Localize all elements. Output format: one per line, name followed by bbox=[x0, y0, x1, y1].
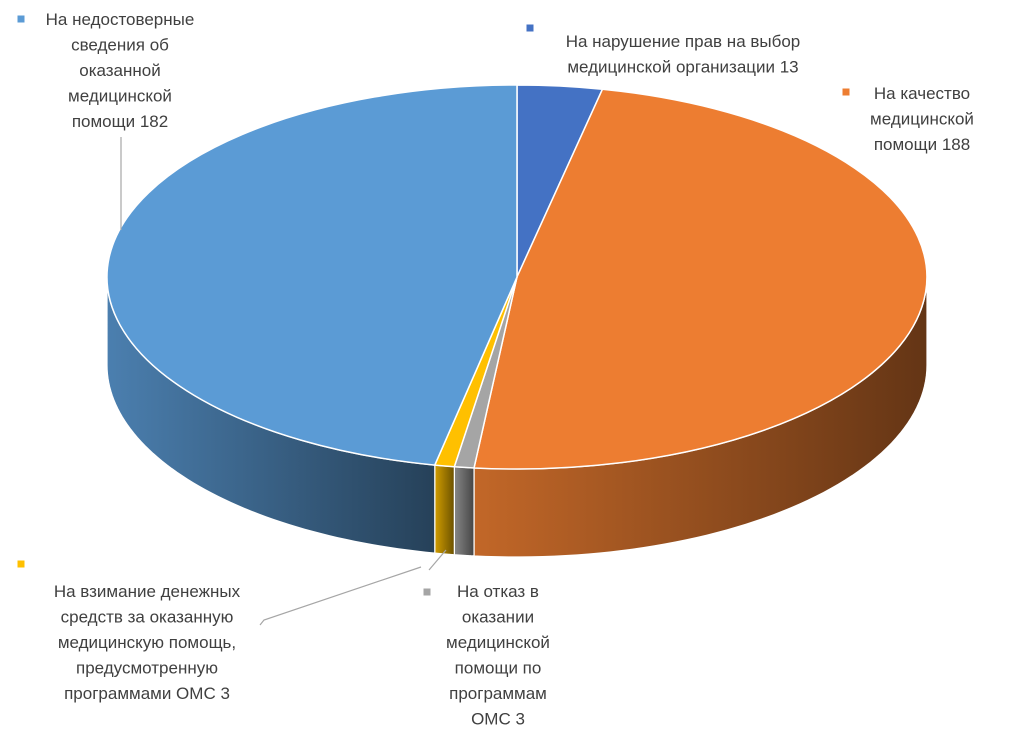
data-label-на-отказ-в-оказании-медицинской-помощи-п: На отказ в оказании медицинской помощи по пр… bbox=[446, 582, 550, 729]
leader-line-на-отказ-в-оказании-медицинской-помощи-п bbox=[428, 549, 447, 571]
pie-side-на-взимание-денежных-средств-за-оказанну bbox=[434, 464, 455, 556]
data-label-на-недостоверные-сведения-об-оказанной-м: На недостоверные сведения об оказанной меди… bbox=[46, 10, 195, 131]
pie-top-faces bbox=[106, 84, 928, 470]
pie-side-walls bbox=[106, 276, 928, 558]
pie-side-на-отказ-в-оказании-медицинской-помощи-п bbox=[453, 466, 475, 557]
label-marker-на-взимание-денежных-средств-за-оказанну bbox=[17, 560, 25, 568]
label-marker-на-нарушение-прав-на-выбор-медицинской-о bbox=[526, 24, 534, 32]
label-marker-на-недостоверные-сведения-об-оказанной-м bbox=[17, 15, 25, 23]
pie-slice-на-недостоверные-сведения-об-оказанной-м bbox=[106, 84, 518, 466]
data-label-на-нарушение-прав-на-выбор-медицинской-о: На нарушение прав на выбор медицинской ор… bbox=[566, 32, 801, 77]
label-marker-на-отказ-в-оказании-медицинской-помощи-п bbox=[423, 588, 431, 596]
pie-slice-на-качество-медицинской-помощи bbox=[473, 88, 928, 470]
leader-line-на-взимание-денежных-средств-за-оказанну bbox=[259, 566, 422, 626]
leader-lines bbox=[120, 137, 447, 626]
data-labels: На нарушение прав на выбор медицинской ор… bbox=[17, 10, 974, 729]
label-marker-на-качество-медицинской-помощи bbox=[842, 88, 850, 96]
data-label-на-взимание-денежных-средств-за-оказанну: На взимание денежных средств за оказанную… bbox=[54, 582, 241, 703]
data-label-на-качество-медицинской-помощи: На качество медицинской помощи 188 bbox=[870, 84, 974, 154]
